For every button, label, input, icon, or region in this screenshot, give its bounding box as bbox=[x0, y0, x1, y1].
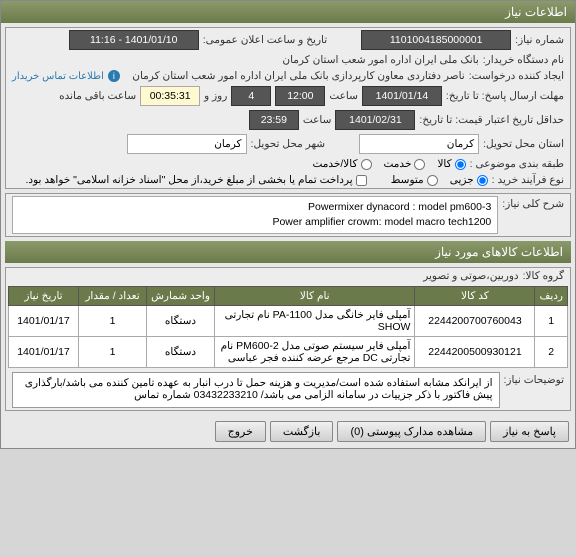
reply-time: 12:00 bbox=[275, 86, 325, 106]
reply-time-label: ساعت bbox=[329, 90, 358, 102]
button-bar: پاسخ به نیاز مشاهده مدارک پیوستی (0) باز… bbox=[1, 415, 575, 448]
price-valid-label: حداقل تاریخ اعتبار قیمت: تا تاریخ: bbox=[419, 114, 564, 126]
need-title-box: 3-Powermixer dynacord : model pm600 Powe… bbox=[12, 196, 498, 234]
delivery-state: کرمان bbox=[359, 134, 479, 154]
view-docs-button[interactable]: مشاهده مدارک پیوستی (0) bbox=[337, 421, 486, 442]
th-unit: واحد شمارش bbox=[147, 287, 215, 306]
cat-goods[interactable]: کالا bbox=[437, 158, 465, 170]
price-valid-date: 1401/02/31 bbox=[335, 110, 415, 130]
delivery-city-label: شهر محل تحویل: bbox=[251, 138, 326, 150]
cat-goods-service[interactable]: کالا/خدمت bbox=[312, 158, 371, 170]
need-no-label: شماره نیاز: bbox=[515, 34, 564, 46]
remain-label: ساعت باقی مانده bbox=[59, 90, 136, 102]
remain-time: 00:35:31 bbox=[140, 86, 200, 106]
need-title-line1: 3-Powermixer dynacord : model pm600 bbox=[19, 200, 491, 215]
buyer-value: بانک ملی ایران اداره امور شعب استان کرما… bbox=[12, 54, 479, 66]
creator-value: ناصر دفتاردی معاون کارپردازی بانک ملی ای… bbox=[124, 70, 465, 82]
table-row[interactable]: 22244200500930121آمپلی فایر سیستم صوتی م… bbox=[9, 337, 568, 368]
info-icon: i bbox=[108, 70, 120, 82]
category-radios: کالا خدمت کالا/خدمت bbox=[312, 158, 465, 170]
group-value: دوربین،صوتی و تصویر bbox=[423, 270, 518, 282]
cell-code: 2244200500930121 bbox=[415, 337, 535, 368]
cell-idx: 2 bbox=[535, 337, 568, 368]
items-header: اطلاعات کالاهای مورد نیاز bbox=[5, 241, 571, 263]
category-label: طبقه بندی موضوعی : bbox=[470, 158, 564, 170]
pub-date-label: تاریخ و ساعت اعلان عمومی: bbox=[203, 34, 327, 46]
items-table: ردیف کد کالا نام کالا واحد شمارش تعداد /… bbox=[8, 286, 568, 368]
window-title: اطلاعات نیاز bbox=[1, 1, 575, 23]
delivery-state-label: استان محل تحویل: bbox=[483, 138, 564, 150]
pub-date-value: 1401/01/10 - 11:16 bbox=[69, 30, 199, 50]
creator-label: ایجاد کننده درخواست: bbox=[469, 70, 564, 82]
cell-unit: دستگاه bbox=[147, 306, 215, 337]
process-radios: جزیی متوسط bbox=[391, 174, 488, 186]
respond-button[interactable]: پاسخ به نیاز bbox=[490, 421, 569, 442]
need-title-line2: Power amplifier crowm: model macro tech1… bbox=[19, 215, 491, 230]
back-button[interactable]: بازگشت bbox=[270, 421, 334, 442]
th-row: ردیف bbox=[535, 287, 568, 306]
cell-date: 1401/01/17 bbox=[9, 337, 79, 368]
items-section: گروه کالا: دوربین،صوتی و تصویر ردیف کد ک… bbox=[5, 267, 571, 411]
table-row[interactable]: 12244200700760043آمپلی فایر خانگی مدل PA… bbox=[9, 306, 568, 337]
notes-text: از ایرانکد مشابه استفاده شده است/مدیریت … bbox=[12, 372, 500, 408]
delivery-city: کرمان bbox=[127, 134, 247, 154]
price-valid-time-label: ساعت bbox=[303, 114, 332, 126]
cell-idx: 1 bbox=[535, 306, 568, 337]
reply-deadline-label: مهلت ارسال پاسخ: تا تاریخ: bbox=[446, 90, 564, 102]
th-date: تاریخ نیاز bbox=[9, 287, 79, 306]
process-label: نوع فرآیند خرید : bbox=[492, 174, 564, 186]
cat-service[interactable]: خدمت bbox=[384, 158, 426, 170]
price-valid-time: 23:59 bbox=[249, 110, 299, 130]
proc-medium[interactable]: متوسط bbox=[391, 174, 438, 186]
notes-label: توضیحات نیاز: bbox=[504, 372, 565, 386]
exit-button[interactable]: خروج bbox=[215, 421, 266, 442]
cell-qty: 1 bbox=[79, 337, 147, 368]
th-qty: تعداد / مقدار bbox=[79, 287, 147, 306]
th-name: نام کالا bbox=[215, 287, 415, 306]
th-code: کد کالا bbox=[415, 287, 535, 306]
proc-partial[interactable]: جزیی bbox=[450, 174, 488, 186]
reply-date: 1401/01/14 bbox=[362, 86, 442, 106]
need-info-window: اطلاعات نیاز شماره نیاز: 110100418500000… bbox=[0, 0, 576, 449]
cell-unit: دستگاه bbox=[147, 337, 215, 368]
buyer-label: نام دستگاه خریدار: bbox=[483, 54, 564, 66]
need-title-section: شرح کلی نیاز: 3-Powermixer dynacord : mo… bbox=[5, 193, 571, 237]
group-label: گروه کالا: bbox=[523, 270, 564, 282]
partial-pay-checkbox[interactable]: پرداخت تمام یا بخشی از مبلغ خرید،از محل … bbox=[26, 174, 367, 186]
days-label: روز و bbox=[204, 90, 227, 102]
need-title-label: شرح کلی نیاز: bbox=[502, 196, 564, 210]
cell-name: آمپلی فایر سیستم صوتی مدل PM600-2 نام تج… bbox=[215, 337, 415, 368]
cell-qty: 1 bbox=[79, 306, 147, 337]
contact-link[interactable]: اطلاعات تماس خریدار bbox=[12, 71, 104, 82]
main-form: شماره نیاز: 1101004185000001 تاریخ و ساع… bbox=[5, 27, 571, 189]
cell-date: 1401/01/17 bbox=[9, 306, 79, 337]
cell-name: آمپلی فایر خانگی مدل PA-1100 نام تجارتی … bbox=[215, 306, 415, 337]
cell-code: 2244200700760043 bbox=[415, 306, 535, 337]
need-no-value: 1101004185000001 bbox=[361, 30, 511, 50]
days-value: 4 bbox=[231, 86, 271, 106]
